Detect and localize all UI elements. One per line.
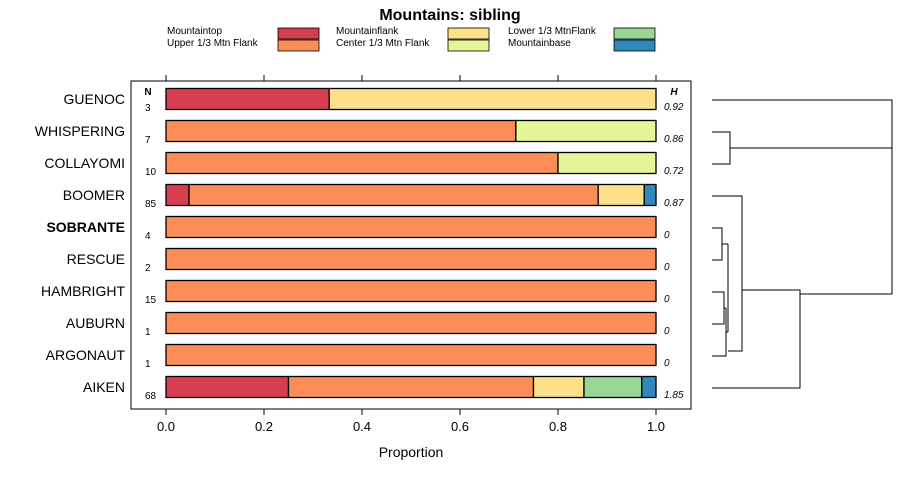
h-value-hambright: 0 <box>664 294 670 305</box>
legend-swatch-mountainflank <box>447 27 490 40</box>
row-label-sobrante: SOBRANTE <box>46 219 125 235</box>
bar-segment-boomer <box>643 183 657 207</box>
h-value-rescue: 0 <box>664 262 670 273</box>
bar-segment-rescue <box>165 247 657 271</box>
h-value-guenoc: 0.92 <box>664 102 684 113</box>
bar-segment-aiken <box>165 375 290 399</box>
legend-swatch-mountainbase <box>613 39 656 52</box>
dendrogram <box>712 99 893 389</box>
n-value-aiken: 68 <box>145 391 157 402</box>
bar-segment-guenoc <box>165 87 330 111</box>
x-tick-label: 0.2 <box>255 419 273 434</box>
n-value-whispering: 7 <box>145 135 151 146</box>
h-column-header: H <box>670 87 678 98</box>
bar-segment-auburn <box>165 311 657 335</box>
x-tick-label: 1.0 <box>647 419 665 434</box>
bar-segment-sobrante <box>165 215 657 239</box>
legend-swatch-upper-1-3-mtn-flank <box>277 39 320 52</box>
n-value-argonaut: 1 <box>145 359 151 370</box>
legend-label-mountainflank: Mountainflank <box>336 26 399 37</box>
legend-label-center-1-3-mtn-flank: Center 1/3 Mtn Flank <box>336 38 430 49</box>
dendrogram-branch <box>712 131 731 165</box>
row-label-rescue: RESCUE <box>67 251 125 267</box>
legend-swatch-center-1-3-mtn-flank <box>447 39 490 52</box>
h-value-boomer: 0.87 <box>664 198 684 209</box>
n-column-header: N <box>144 87 151 98</box>
row-label-boomer: BOOMER <box>63 187 125 203</box>
dendrogram-branch <box>712 195 743 352</box>
row-label-hambright: HAMBRIGHT <box>41 283 125 299</box>
n-column: 3 7 10 85 4 2 15 1 1 68 <box>145 103 157 402</box>
legend-swatch-lower-1-3-mtnflank <box>613 27 656 40</box>
h-value-auburn: 0 <box>664 326 670 337</box>
n-value-guenoc: 3 <box>145 103 151 114</box>
h-value-collayomi: 0.72 <box>664 166 684 177</box>
h-value-aiken: 1.85 <box>664 390 684 401</box>
plot-frame <box>130 80 692 410</box>
bar-segment-aiken <box>583 375 643 399</box>
bar-group <box>165 87 657 399</box>
row-label-aiken: AIKEN <box>83 379 125 395</box>
h-value-argonaut: 0 <box>664 358 670 369</box>
bar-segment-hambright <box>165 279 657 303</box>
bar-segment-aiken <box>532 375 585 399</box>
legend-swatch-mountaintop <box>277 27 320 40</box>
row-labels: GUENOC WHISPERING COLLAYOMI BOOMER SOBRANTE R… <box>35 91 126 395</box>
n-value-collayomi: 10 <box>145 167 157 178</box>
dendrogram-branch <box>712 308 727 357</box>
legend-label-mountainbase: Mountainbase <box>508 38 571 49</box>
row-label-whispering: WHISPERING <box>35 123 125 139</box>
bar-segment-whispering <box>515 119 657 143</box>
x-tick-label: 0.0 <box>157 419 175 434</box>
bar-segment-boomer <box>188 183 599 207</box>
bar-segment-boomer <box>165 183 190 207</box>
n-value-hambright: 15 <box>145 295 157 306</box>
bar-segment-collayomi <box>557 151 657 175</box>
chart-title: Mountains: sibling <box>379 7 520 24</box>
h-value-sobrante: 0 <box>664 230 670 241</box>
bar-segment-whispering <box>165 119 517 143</box>
x-axis-label: Proportion <box>379 444 444 460</box>
row-label-argonaut: ARGONAUT <box>46 347 126 363</box>
row-label-collayomi: COLLAYOMI <box>44 155 125 171</box>
x-axis: 0.0 0.2 0.4 0.6 0.8 1.0 <box>157 75 665 434</box>
bar-segment-guenoc <box>328 87 657 111</box>
legend-label-upper-1-3-mtn-flank: Upper 1/3 Mtn Flank <box>167 38 259 49</box>
bar-segment-boomer <box>597 183 645 207</box>
bar-segment-aiken <box>287 375 535 399</box>
x-tick-label: 0.4 <box>353 419 371 434</box>
h-column: 0.92 0.86 0.72 0.87 0 0 0 0 0 1.85 <box>664 102 684 401</box>
n-value-sobrante: 4 <box>145 231 151 242</box>
n-value-boomer: 85 <box>145 199 157 210</box>
x-tick-label: 0.6 <box>451 419 469 434</box>
x-tick-label: 0.8 <box>549 419 567 434</box>
dendrogram-branch <box>712 99 893 295</box>
row-label-guenoc: GUENOC <box>64 91 125 107</box>
n-value-rescue: 2 <box>145 263 151 274</box>
dendrogram-branch <box>712 291 725 325</box>
bar-segment-collayomi <box>165 151 559 175</box>
bar-segment-argonaut <box>165 343 657 367</box>
legend-label-mountaintop: Mountaintop <box>167 26 222 37</box>
row-label-auburn: AUBURN <box>66 315 125 331</box>
dendrogram-branch <box>712 289 801 389</box>
n-value-auburn: 1 <box>145 327 151 338</box>
bar-segment-aiken <box>641 375 657 399</box>
h-value-whispering: 0.86 <box>664 134 684 145</box>
dendrogram-branch <box>712 227 723 261</box>
legend-label-lower-1-3-mtnflank: Lower 1/3 MtnFlank <box>508 26 597 37</box>
